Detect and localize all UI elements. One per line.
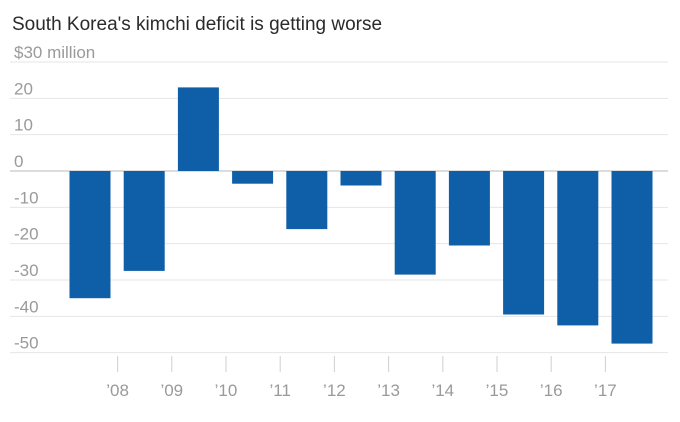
bar: [557, 171, 599, 326]
x-axis-ticks: ’08 ’09 ’10 ’11 ’12 ’13 ’14 ’15 ’16 ’17: [106, 356, 617, 400]
y-tick-label: $30 million: [14, 43, 95, 62]
x-tick-label: ’13: [377, 381, 400, 400]
x-tick-label: ’09: [160, 381, 183, 400]
y-axis-ticks: $30 million 20 10 0 -10 -20 -30 -40 -50: [14, 43, 95, 353]
x-tick-label: ’16: [540, 381, 563, 400]
y-tick-label: -30: [14, 261, 39, 280]
x-tick-label: ’17: [594, 381, 617, 400]
bars: [69, 87, 653, 344]
bar: [611, 171, 653, 344]
bar: [340, 171, 382, 186]
bar: [123, 171, 165, 271]
y-tick-label: -10: [14, 188, 39, 207]
bar: [286, 171, 328, 230]
y-tick-label: 0: [14, 152, 23, 171]
bar: [69, 171, 111, 299]
bar: [448, 171, 490, 246]
x-tick-label: ’08: [106, 381, 129, 400]
bar: [503, 171, 545, 315]
y-tick-label: -20: [14, 225, 39, 244]
x-tick-label: ’12: [323, 381, 346, 400]
x-tick-label: ’14: [431, 381, 454, 400]
chart-title: South Korea's kimchi deficit is getting …: [12, 14, 383, 35]
bar: [394, 171, 436, 275]
x-tick-label: ’15: [486, 381, 509, 400]
y-tick-label: 20: [14, 79, 33, 98]
bar: [177, 87, 219, 171]
bar: [232, 171, 274, 184]
x-tick-label: ’11: [269, 381, 290, 400]
y-tick-label: -50: [14, 334, 39, 353]
y-tick-label: -40: [14, 297, 39, 316]
y-tick-label: 10: [14, 116, 33, 135]
x-tick-label: ’10: [215, 381, 238, 400]
